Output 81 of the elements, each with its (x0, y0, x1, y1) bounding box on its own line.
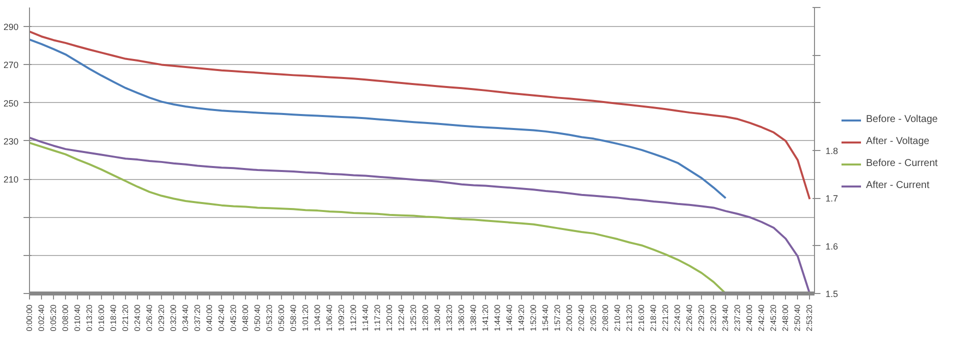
x-tick-label: 2:00:00 (565, 304, 574, 332)
x-tick-label: 1:06:40 (325, 304, 334, 332)
y-tick-label: 250 (3, 98, 19, 108)
x-tick-label: 0:08:00 (61, 304, 70, 332)
x-tick-label: 1:30:40 (433, 304, 442, 332)
x-tick-label: 2:34:40 (721, 304, 730, 332)
y2-tick-label: 1.7 (826, 194, 838, 204)
y2-tick-label: 1.5 (826, 289, 838, 299)
x-tick-label: 2:42:40 (757, 304, 766, 332)
x-tick-label: 0:00:00 (25, 304, 34, 332)
x-tick-label: 0:05:20 (49, 304, 58, 332)
x-tick-label: 1:33:20 (445, 304, 454, 332)
y-tick-label: 230 (3, 136, 19, 146)
x-tick-label: 2:05:20 (589, 304, 598, 332)
x-tick-label: 1:28:00 (421, 304, 430, 332)
x-tick-label: 1:17:20 (373, 304, 382, 332)
x-tick-label: 1:57:20 (553, 304, 562, 332)
x-tick-label: 2:02:40 (577, 304, 586, 332)
x-tick-label: 0:29:20 (157, 304, 166, 332)
legend-label: Before - Voltage (866, 114, 938, 125)
x-tick-label: 0:50:40 (253, 304, 262, 332)
x-tick-label: 1:09:20 (337, 304, 346, 332)
x-tick-label: 0:13:20 (85, 304, 94, 332)
x-tick-label: 2:26:40 (685, 304, 694, 332)
x-tick-label: 1:20:00 (385, 304, 394, 332)
x-tick-label: 0:10:40 (73, 304, 82, 332)
x-tick-label: 0:42:40 (217, 304, 226, 332)
x-tick-label: 2:45:20 (769, 304, 778, 332)
x-tick-label: 2:29:20 (697, 304, 706, 332)
x-tick-label: 2:24:00 (673, 304, 682, 332)
y2-tick-label: 1.6 (826, 241, 838, 252)
x-tick-label: 0:26:40 (145, 304, 154, 332)
x-tick-label: 0:21:20 (121, 304, 130, 332)
x-tick-label: 0:40:00 (205, 304, 214, 332)
x-tick-label: 2:13:20 (625, 304, 634, 332)
x-tick-label: 2:10:40 (613, 304, 622, 332)
x-tick-label: 2:40:00 (745, 304, 754, 332)
line-series (30, 38, 727, 200)
x-tick-label: 2:37:20 (733, 304, 742, 332)
x-tick-label: 1:54:40 (541, 304, 550, 332)
x-tick-label: 1:41:20 (481, 304, 490, 332)
legend-label: After - Voltage (866, 136, 930, 147)
x-tick-label: 1:38:40 (469, 304, 478, 332)
x-tick-label: 1:25:20 (409, 304, 418, 332)
x-tick-label: 0:56:00 (277, 304, 286, 332)
x-tick-label: 2:32:00 (709, 304, 718, 332)
y-tick-label: 290 (3, 22, 19, 32)
x-tick-label: 0:34:40 (181, 304, 190, 332)
x-tick-label: 0:58:40 (289, 304, 298, 332)
x-tick-label: 0:37:20 (193, 304, 202, 332)
x-tick-label: 2:50:40 (793, 304, 802, 332)
x-tick-label: 1:36:00 (457, 304, 466, 332)
line-series (30, 30, 811, 200)
x-tick-label: 1:52:00 (529, 304, 538, 332)
x-tick-label: 0:32:00 (169, 304, 178, 332)
x-tick-label: 1:22:40 (397, 304, 406, 332)
x-tick-label: 1:04:00 (313, 304, 322, 332)
legend-label: Before - Current (866, 158, 938, 169)
x-tick-label: 0:02:40 (37, 304, 46, 332)
x-tick-label: 2:53:20 (805, 304, 814, 332)
x-tick-label: 2:48:00 (781, 304, 790, 332)
x-tick-label: 2:08:00 (601, 304, 610, 332)
y-tick-label: 210 (3, 174, 19, 185)
x-tick-label: 0:24:00 (133, 304, 142, 332)
x-tick-label: 0:53:20 (265, 304, 274, 332)
x-tick-label: 0:18:40 (109, 304, 118, 332)
x-tick-label: 2:21:20 (661, 304, 670, 332)
x-tick-label: 1:12:00 (349, 304, 358, 332)
x-tick-label: 1:49:20 (517, 304, 526, 332)
x-tick-label: 2:18:40 (649, 304, 658, 332)
x-tick-label: 0:16:00 (97, 304, 106, 332)
y2-tick-label: 1.8 (826, 146, 838, 156)
x-tick-label: 1:01:20 (301, 304, 310, 332)
legend-label: After - Current (866, 180, 930, 191)
x-tick-label: 0:48:00 (241, 304, 250, 332)
x-tick-label: 2:16:00 (637, 304, 646, 332)
x-tick-label: 1:46:40 (505, 304, 514, 332)
x-tick-label: 0:45:20 (229, 304, 238, 332)
y-tick-label: 270 (3, 60, 19, 70)
x-tick-label: 1:44:00 (493, 304, 502, 332)
x-tick-label: 1:14:40 (361, 304, 370, 332)
